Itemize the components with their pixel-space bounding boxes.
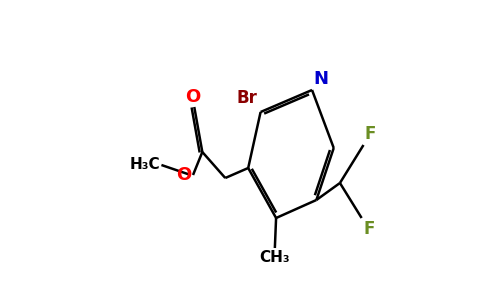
Text: CH₃: CH₃	[259, 250, 290, 265]
Text: O: O	[176, 166, 192, 184]
Text: H₃C: H₃C	[129, 157, 160, 172]
Text: Br: Br	[237, 89, 257, 107]
Text: N: N	[314, 70, 329, 88]
Text: F: F	[365, 125, 377, 143]
Text: F: F	[363, 220, 375, 238]
Text: O: O	[185, 88, 200, 106]
